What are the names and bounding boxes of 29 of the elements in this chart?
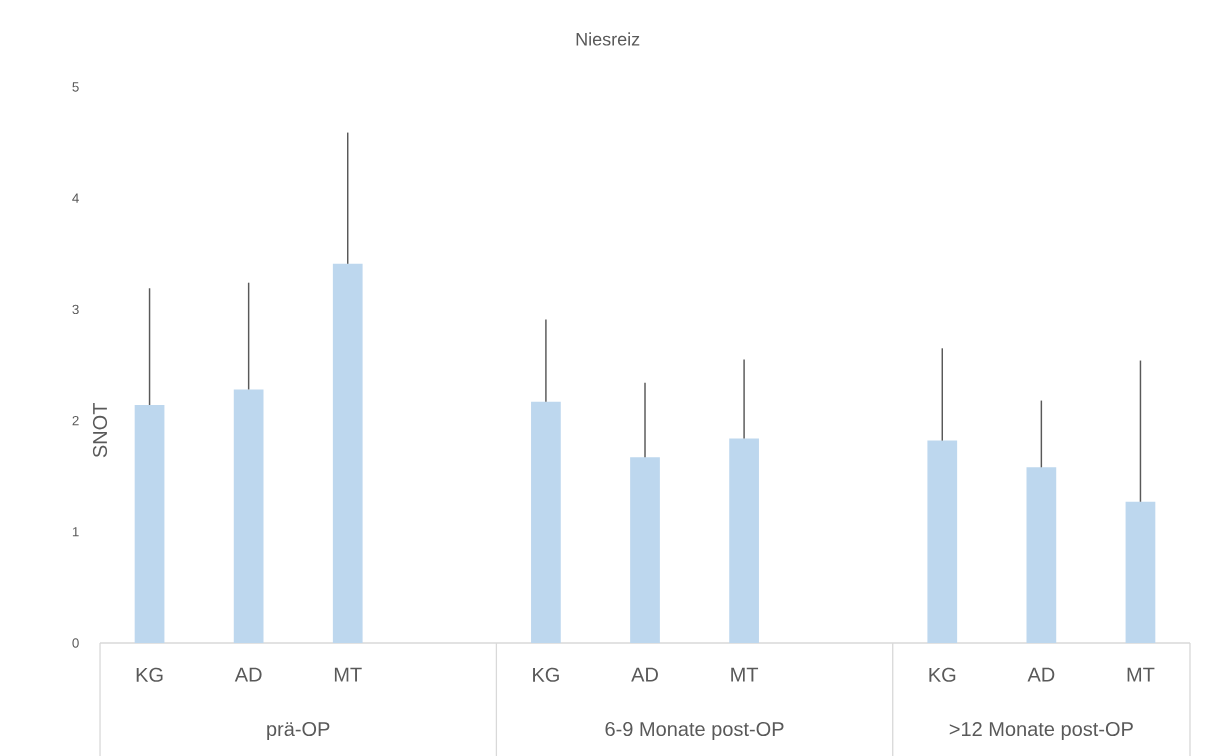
bar bbox=[332, 263, 363, 643]
x-tick-label: KG bbox=[136, 667, 163, 682]
chart-title: Niesreiz bbox=[576, 32, 640, 46]
bar bbox=[1026, 467, 1057, 643]
x-tick-label: MT bbox=[731, 667, 759, 682]
y-tick-label: 1 bbox=[72, 527, 79, 537]
bar bbox=[1125, 501, 1156, 643]
y-tick-label: 2 bbox=[72, 415, 79, 426]
bar bbox=[233, 389, 264, 643]
x-tick-label: MT bbox=[334, 667, 362, 682]
x-tick-label: AD bbox=[234, 667, 262, 682]
x-tick-label: AD bbox=[1027, 667, 1055, 682]
bar bbox=[134, 405, 165, 643]
x-tick-label: KG bbox=[929, 667, 956, 682]
x-tick-label: MT bbox=[1127, 667, 1155, 682]
text: 6-9 Monate post-OP bbox=[605, 721, 784, 741]
text: prä-OP bbox=[267, 721, 330, 741]
y-tick-label: 4 bbox=[72, 193, 79, 203]
y-tick-label: 5 bbox=[72, 82, 79, 92]
bar bbox=[531, 401, 561, 643]
x-tick-label: KG bbox=[533, 667, 559, 682]
y-axis-title: SNOT bbox=[92, 403, 108, 458]
y-tick-label: 3 bbox=[72, 304, 79, 315]
y-tick-label: 0 bbox=[72, 638, 79, 648]
x-tick-label: AD bbox=[631, 667, 658, 682]
bar bbox=[729, 438, 759, 643]
bar bbox=[630, 457, 660, 643]
bar bbox=[927, 440, 958, 643]
text: >12 Monate post-OP bbox=[949, 721, 1133, 741]
